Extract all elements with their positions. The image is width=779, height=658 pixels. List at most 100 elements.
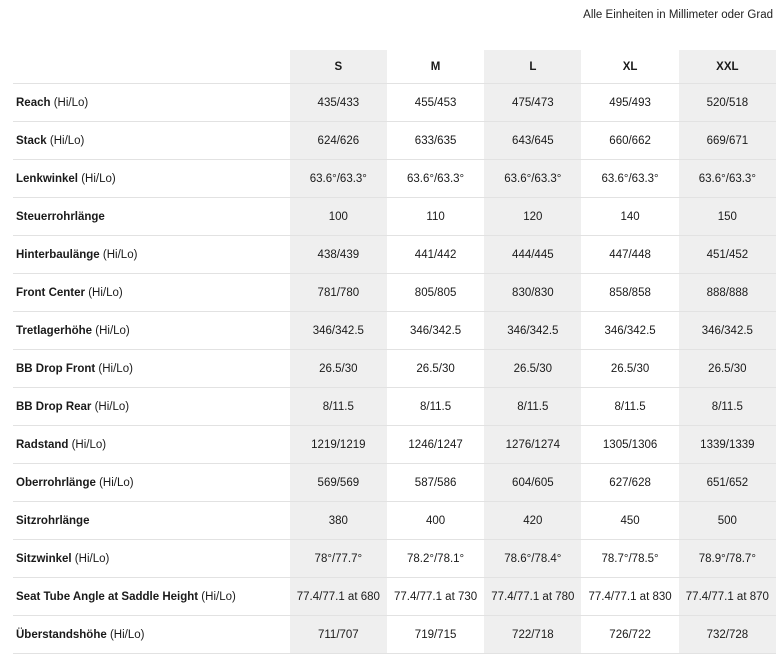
row-label: BB Drop Front (Hi/Lo) — [13, 349, 290, 388]
geometry-table-body: Reach (Hi/Lo) 435/433 455/453 475/473 495/49… — [13, 83, 776, 654]
row-label: Lenkwinkel (Hi/Lo) — [13, 159, 290, 198]
row-label-name: BB Drop Rear — [16, 400, 92, 413]
cell-s: 711/707 — [289, 615, 387, 654]
cell-xl: 26.5/30 — [581, 349, 679, 388]
cell-xxl: 520/518 — [678, 83, 776, 122]
units-note: Alle Einheiten in Millimeter oder Grad — [583, 9, 773, 21]
row-label-name: Sitzrohrlänge — [16, 514, 90, 527]
row-label: Steuerrohrlänge — [13, 197, 290, 236]
cell-xxl: 150 — [678, 197, 776, 236]
cell-s: 569/569 — [289, 463, 387, 502]
cell-xxl: 732/728 — [678, 615, 776, 654]
row-label-name: Steuerrohrlänge — [16, 210, 105, 223]
cell-m: 346/342.5 — [386, 311, 485, 350]
table-row: Überstandshöhe (Hi/Lo) 711/707 719/715 722/… — [13, 615, 776, 654]
table-row: Steuerrohrlänge 100 110 120 140 150 — [13, 197, 776, 236]
cell-m: 8/11.5 — [386, 387, 485, 426]
row-label-suffix: (Hi/Lo) — [46, 134, 85, 147]
cell-s: 78°/77.7° — [289, 539, 387, 578]
row-label-suffix: (Hi/Lo) — [92, 324, 130, 337]
table-row: Sitzwinkel (Hi/Lo) 78°/77.7° 78.2°/78.1° 78… — [13, 539, 776, 578]
row-label-name: Oberrohrlänge — [16, 476, 96, 489]
row-label: Sitzwinkel (Hi/Lo) — [13, 539, 290, 578]
table-row: Oberrohrlänge (Hi/Lo) 569/569 587/586 604/6… — [13, 463, 776, 502]
cell-xl: 8/11.5 — [581, 387, 679, 426]
row-label-suffix: (Hi/Lo) — [198, 590, 236, 603]
cell-xxl: 669/671 — [678, 121, 776, 160]
cell-m: 455/453 — [386, 83, 485, 122]
cell-l: 475/473 — [484, 83, 582, 122]
cell-l: 722/718 — [484, 615, 582, 654]
row-label-suffix: (Hi/Lo) — [85, 286, 123, 299]
row-label-suffix: (Hi/Lo) — [95, 362, 133, 375]
cell-xl: 495/493 — [581, 83, 679, 122]
cell-xl: 858/858 — [581, 273, 679, 312]
row-label: Seat Tube Angle at Saddle Height (Hi/Lo) — [13, 577, 290, 616]
cell-l: 63.6°/63.3° — [484, 159, 582, 198]
cell-s: 1219/1219 — [289, 425, 387, 464]
geometry-table: S M L XL XXL Reach (Hi/Lo) 435/433 455/453… — [13, 50, 776, 654]
table-row: Hinterbaulänge (Hi/Lo) 438/439 441/442 444/… — [13, 235, 776, 274]
row-label-name: Stack — [16, 134, 47, 147]
cell-xl: 726/722 — [581, 615, 679, 654]
cell-l: 604/605 — [484, 463, 582, 502]
row-label-name: Reach — [16, 96, 51, 109]
cell-l: 26.5/30 — [484, 349, 582, 388]
row-label-suffix: (Hi/Lo) — [50, 96, 89, 109]
cell-m: 26.5/30 — [386, 349, 485, 388]
size-header-m: M — [386, 50, 485, 84]
row-label: Überstandshöhe (Hi/Lo) — [13, 615, 290, 654]
cell-s: 63.6°/63.3° — [289, 159, 387, 198]
row-label-name: Sitzwinkel — [16, 552, 72, 565]
cell-s: 781/780 — [289, 273, 387, 312]
cell-xxl: 8/11.5 — [678, 387, 776, 426]
cell-xxl: 63.6°/63.3° — [678, 159, 776, 198]
row-label: Radstand (Hi/Lo) — [13, 425, 290, 464]
cell-s: 26.5/30 — [289, 349, 387, 388]
cell-m: 78.2°/78.1° — [386, 539, 485, 578]
cell-l: 420 — [484, 501, 582, 540]
row-label: Oberrohrlänge (Hi/Lo) — [13, 463, 290, 502]
row-label-suffix: (Hi/Lo) — [99, 248, 138, 261]
cell-xl: 140 — [581, 197, 679, 236]
cell-s: 346/342.5 — [289, 311, 387, 350]
cell-l: 643/645 — [484, 121, 582, 160]
cell-xl: 660/662 — [581, 121, 679, 160]
cell-m: 77.4/77.1 at 730 — [386, 577, 485, 616]
table-row: Seat Tube Angle at Saddle Height (Hi/Lo)… — [13, 577, 776, 616]
row-label-suffix: (Hi/Lo) — [91, 400, 130, 413]
row-label-name: Front Center — [16, 286, 85, 299]
row-label: Sitzrohrlänge — [13, 501, 290, 540]
row-label-name: Tretlagerhöhe — [16, 324, 93, 337]
row-label-suffix: (Hi/Lo) — [78, 172, 116, 185]
cell-l: 8/11.5 — [484, 387, 582, 426]
cell-m: 719/715 — [386, 615, 485, 654]
cell-xxl: 346/342.5 — [678, 311, 776, 350]
cell-xl: 447/448 — [581, 235, 679, 274]
cell-xxl: 26.5/30 — [678, 349, 776, 388]
cell-xxl: 888/888 — [678, 273, 776, 312]
table-row: Front Center (Hi/Lo) 781/780 805/805 830/83… — [13, 273, 776, 312]
cell-xxl: 1339/1339 — [678, 425, 776, 464]
cell-m: 805/805 — [386, 273, 485, 312]
cell-l: 77.4/77.1 at 780 — [484, 577, 582, 616]
cell-xxl: 451/452 — [678, 235, 776, 274]
cell-xl: 63.6°/63.3° — [581, 159, 679, 198]
row-label: Front Center (Hi/Lo) — [13, 273, 290, 312]
cell-xl: 627/628 — [581, 463, 679, 502]
row-label: Tretlagerhöhe (Hi/Lo) — [13, 311, 290, 350]
cell-xxl: 500 — [678, 501, 776, 540]
row-label-name: Lenkwinkel — [16, 172, 78, 185]
cell-s: 8/11.5 — [289, 387, 387, 426]
row-label-suffix: (Hi/Lo) — [68, 438, 107, 451]
table-row: Tretlagerhöhe (Hi/Lo) 346/342.5 346/342.5 3… — [13, 311, 776, 350]
cell-l: 1276/1274 — [484, 425, 582, 464]
row-label-name: Hinterbaulänge — [16, 248, 100, 261]
cell-xxl: 77.4/77.1 at 870 — [678, 577, 776, 616]
cell-xxl: 78.9°/78.7° — [678, 539, 776, 578]
row-label-name: Seat Tube Angle at Saddle Height — [16, 590, 199, 603]
size-header-s: S — [289, 50, 387, 84]
size-header-xl: XL — [581, 50, 679, 84]
cell-xl: 346/342.5 — [581, 311, 679, 350]
row-label: Stack (Hi/Lo) — [13, 121, 290, 160]
